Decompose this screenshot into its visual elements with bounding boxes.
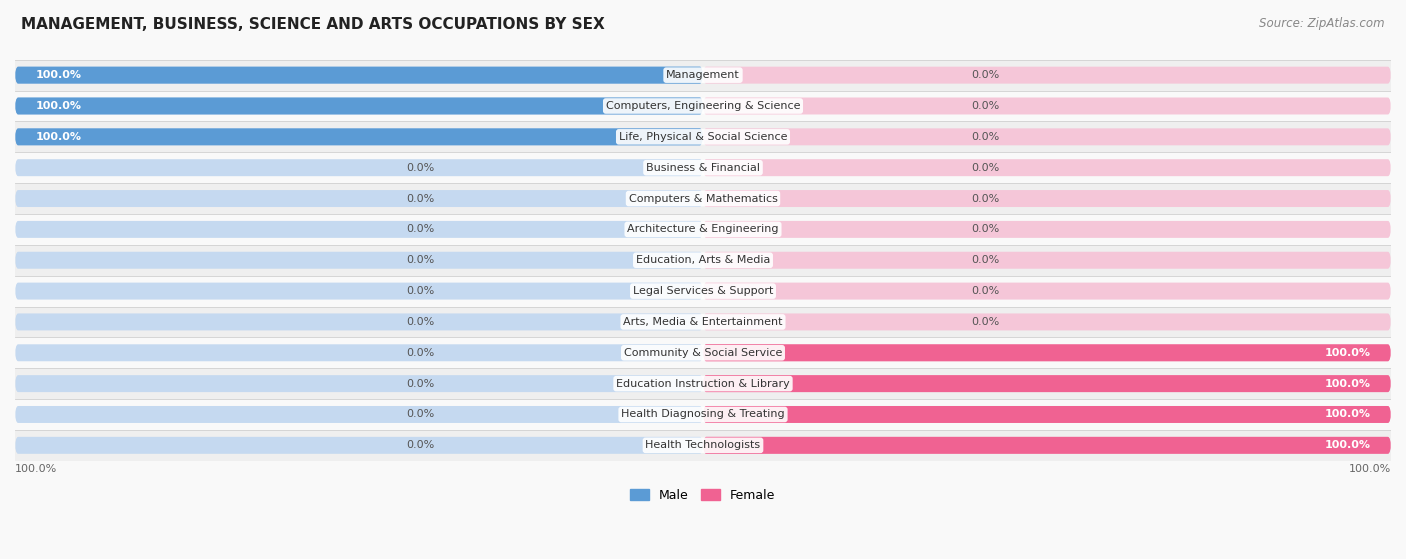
FancyBboxPatch shape [15, 314, 703, 330]
Text: 0.0%: 0.0% [406, 193, 434, 203]
FancyBboxPatch shape [703, 344, 1391, 361]
FancyBboxPatch shape [15, 283, 703, 300]
Bar [15, 60, 1391, 91]
FancyBboxPatch shape [703, 159, 1391, 176]
FancyBboxPatch shape [703, 375, 1391, 392]
FancyBboxPatch shape [15, 97, 703, 115]
Bar [15, 399, 1391, 430]
FancyBboxPatch shape [15, 129, 703, 145]
Bar [15, 152, 1391, 183]
Text: 0.0%: 0.0% [972, 317, 1000, 327]
Text: MANAGEMENT, BUSINESS, SCIENCE AND ARTS OCCUPATIONS BY SEX: MANAGEMENT, BUSINESS, SCIENCE AND ARTS O… [21, 17, 605, 32]
FancyBboxPatch shape [15, 97, 703, 115]
Text: Business & Financial: Business & Financial [645, 163, 761, 173]
FancyBboxPatch shape [703, 406, 1391, 423]
Text: 100.0%: 100.0% [35, 70, 82, 80]
Bar [15, 306, 1391, 338]
Text: 0.0%: 0.0% [406, 286, 434, 296]
Text: 0.0%: 0.0% [406, 410, 434, 419]
Legend: Male, Female: Male, Female [626, 484, 780, 506]
Text: 100.0%: 100.0% [1324, 348, 1371, 358]
Text: Architecture & Engineering: Architecture & Engineering [627, 224, 779, 234]
FancyBboxPatch shape [15, 67, 703, 84]
Text: Management: Management [666, 70, 740, 80]
FancyBboxPatch shape [703, 406, 1391, 423]
FancyBboxPatch shape [703, 129, 1391, 145]
Bar [15, 430, 1391, 461]
Text: 0.0%: 0.0% [406, 348, 434, 358]
Text: Computers, Engineering & Science: Computers, Engineering & Science [606, 101, 800, 111]
Text: Education, Arts & Media: Education, Arts & Media [636, 255, 770, 265]
Text: Arts, Media & Entertainment: Arts, Media & Entertainment [623, 317, 783, 327]
Text: 0.0%: 0.0% [406, 163, 434, 173]
FancyBboxPatch shape [15, 190, 703, 207]
FancyBboxPatch shape [703, 97, 1391, 115]
FancyBboxPatch shape [15, 252, 703, 269]
Text: Legal Services & Support: Legal Services & Support [633, 286, 773, 296]
Text: 0.0%: 0.0% [972, 255, 1000, 265]
FancyBboxPatch shape [15, 406, 703, 423]
Text: 0.0%: 0.0% [406, 317, 434, 327]
Text: 100.0%: 100.0% [1324, 440, 1371, 451]
Bar [15, 91, 1391, 121]
FancyBboxPatch shape [15, 375, 703, 392]
Text: 0.0%: 0.0% [972, 193, 1000, 203]
FancyBboxPatch shape [703, 67, 1391, 84]
Text: Source: ZipAtlas.com: Source: ZipAtlas.com [1260, 17, 1385, 30]
Text: 0.0%: 0.0% [972, 132, 1000, 142]
Text: 0.0%: 0.0% [406, 440, 434, 451]
Text: Community & Social Service: Community & Social Service [624, 348, 782, 358]
Bar [15, 183, 1391, 214]
FancyBboxPatch shape [703, 344, 1391, 361]
FancyBboxPatch shape [703, 437, 1391, 454]
Text: Health Technologists: Health Technologists [645, 440, 761, 451]
Bar [15, 338, 1391, 368]
FancyBboxPatch shape [15, 67, 703, 84]
Bar [15, 121, 1391, 152]
Text: 0.0%: 0.0% [972, 224, 1000, 234]
Text: 0.0%: 0.0% [406, 255, 434, 265]
Text: 100.0%: 100.0% [35, 132, 82, 142]
FancyBboxPatch shape [15, 344, 703, 361]
FancyBboxPatch shape [703, 283, 1391, 300]
Bar [15, 214, 1391, 245]
Text: 0.0%: 0.0% [406, 378, 434, 389]
Text: 100.0%: 100.0% [1324, 378, 1371, 389]
Text: Health Diagnosing & Treating: Health Diagnosing & Treating [621, 410, 785, 419]
Text: Education Instruction & Library: Education Instruction & Library [616, 378, 790, 389]
Text: 0.0%: 0.0% [972, 101, 1000, 111]
Text: 0.0%: 0.0% [972, 70, 1000, 80]
Text: 100.0%: 100.0% [15, 465, 58, 475]
Bar [15, 368, 1391, 399]
Bar [15, 276, 1391, 306]
FancyBboxPatch shape [703, 437, 1391, 454]
Text: Computers & Mathematics: Computers & Mathematics [628, 193, 778, 203]
Text: 100.0%: 100.0% [1324, 410, 1371, 419]
Text: 0.0%: 0.0% [972, 163, 1000, 173]
FancyBboxPatch shape [703, 375, 1391, 392]
Bar [15, 245, 1391, 276]
Text: Life, Physical & Social Science: Life, Physical & Social Science [619, 132, 787, 142]
FancyBboxPatch shape [15, 221, 703, 238]
Text: 0.0%: 0.0% [972, 286, 1000, 296]
FancyBboxPatch shape [703, 314, 1391, 330]
FancyBboxPatch shape [15, 437, 703, 454]
Text: 100.0%: 100.0% [1348, 465, 1391, 475]
Text: 100.0%: 100.0% [35, 101, 82, 111]
FancyBboxPatch shape [15, 159, 703, 176]
FancyBboxPatch shape [703, 252, 1391, 269]
Text: 0.0%: 0.0% [406, 224, 434, 234]
FancyBboxPatch shape [15, 129, 703, 145]
FancyBboxPatch shape [703, 221, 1391, 238]
FancyBboxPatch shape [703, 190, 1391, 207]
